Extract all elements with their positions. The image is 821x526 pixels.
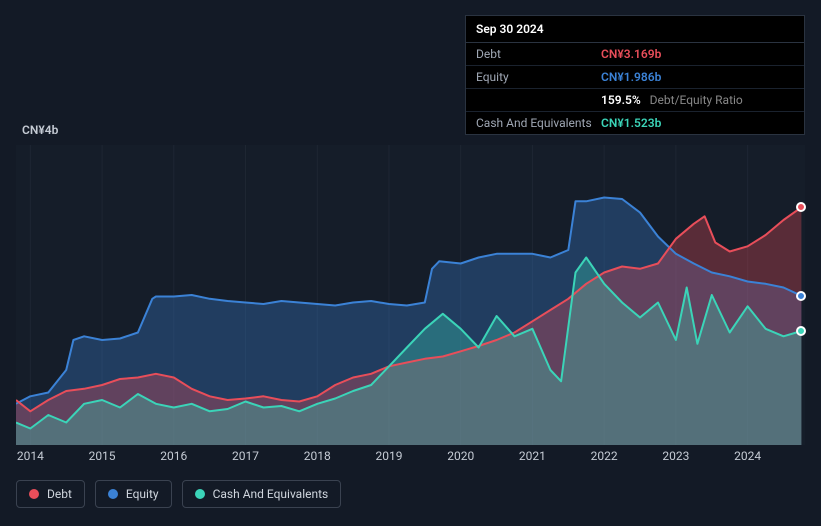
x-axis-tick: 2015	[89, 449, 116, 463]
chart-container: Sep 30 2024 DebtCN¥3.169bEquityCN¥1.986b…	[16, 15, 805, 511]
x-axis-tick: 2019	[375, 449, 402, 463]
x-axis-tick: 2023	[662, 449, 689, 463]
tooltip-row-label	[476, 93, 601, 107]
tooltip-row-value: CN¥3.169b	[601, 47, 661, 61]
series-end-marker-debt	[796, 202, 806, 212]
chart-tooltip: Sep 30 2024 DebtCN¥3.169bEquityCN¥1.986b…	[465, 15, 805, 135]
x-axis-tick: 2022	[591, 449, 618, 463]
plot-area[interactable]	[16, 145, 805, 445]
tooltip-row-value: CN¥1.986b	[601, 70, 661, 84]
tooltip-row-value: 159.5% Debt/Equity Ratio	[601, 93, 743, 107]
legend-item[interactable]: Debt	[16, 480, 85, 508]
y-axis-label-max: CN¥4b	[22, 123, 58, 137]
tooltip-row: Cash And EquivalentsCN¥1.523b	[466, 112, 804, 134]
x-axis-tick: 2021	[519, 449, 546, 463]
x-axis-tick: 2020	[447, 449, 474, 463]
tooltip-row: DebtCN¥3.169b	[466, 43, 804, 66]
x-axis-tick: 2017	[232, 449, 259, 463]
tooltip-row-label: Debt	[476, 47, 601, 61]
tooltip-row: 159.5% Debt/Equity Ratio	[466, 89, 804, 112]
x-axis-tick: 2016	[160, 449, 187, 463]
x-axis: 2014 2015 2016 2017 2018 2019 2020 2021 2022 2023…	[16, 449, 805, 469]
tooltip-row-value: CN¥1.523b	[601, 116, 661, 130]
legend: Debt Equity Cash And Equivalents	[16, 480, 341, 508]
series-end-marker-equity	[796, 291, 806, 301]
tooltip-row-label: Cash And Equivalents	[476, 116, 601, 130]
legend-item[interactable]: Equity	[95, 480, 172, 508]
legend-label: Debt	[47, 487, 72, 501]
legend-dot-icon	[29, 489, 39, 499]
legend-label: Cash And Equivalents	[213, 487, 329, 501]
legend-dot-icon	[108, 489, 118, 499]
x-axis-tick: 2018	[304, 449, 331, 463]
legend-item[interactable]: Cash And Equivalents	[182, 480, 342, 508]
tooltip-row-label: Equity	[476, 70, 601, 84]
x-axis-tick: 2024	[734, 449, 761, 463]
tooltip-rows: DebtCN¥3.169bEquityCN¥1.986b159.5% Debt/…	[466, 43, 804, 134]
tooltip-date: Sep 30 2024	[466, 16, 804, 43]
series-end-marker-cash	[796, 326, 806, 336]
legend-dot-icon	[195, 489, 205, 499]
legend-label: Equity	[126, 487, 159, 501]
x-axis-tick: 2014	[17, 449, 44, 463]
chart-svg	[16, 145, 805, 445]
tooltip-row-suffix: Debt/Equity Ratio	[647, 93, 743, 107]
tooltip-row: EquityCN¥1.986b	[466, 66, 804, 89]
